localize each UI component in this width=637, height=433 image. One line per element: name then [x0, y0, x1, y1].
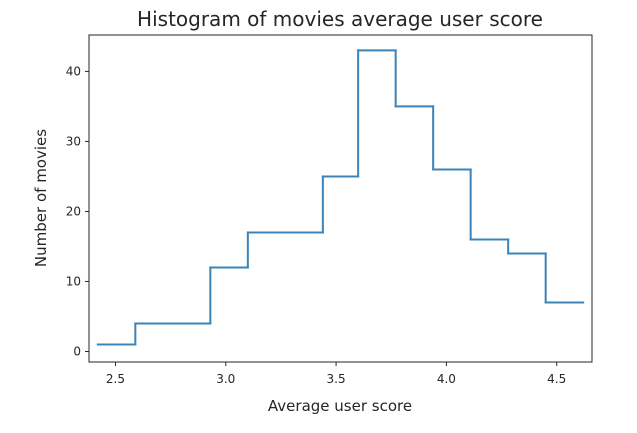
y-tick-label: 20: [66, 204, 81, 218]
y-tick-label: 10: [66, 274, 81, 288]
y-tick-label: 0: [73, 344, 81, 358]
y-axis-title: Number of movies: [32, 129, 50, 267]
plot-area-frame: [88, 34, 593, 363]
y-axis: 0 10 20 30 40: [66, 64, 89, 358]
chart-title: Histogram of movies average user score: [137, 7, 543, 31]
y-tick-label: 30: [66, 134, 81, 148]
x-tick-label: 2.5: [106, 372, 125, 386]
x-tick-label: 4.0: [437, 372, 456, 386]
x-axis-title: Average user score: [268, 397, 412, 415]
x-tick-label: 3.5: [327, 372, 346, 386]
y-tick-label: 40: [66, 64, 81, 78]
x-axis: 2.5 3.0 3.5 4.0 4.5: [106, 362, 566, 386]
x-tick-label: 3.0: [216, 372, 235, 386]
x-tick-label: 4.5: [547, 372, 566, 386]
histogram-series: [96, 49, 585, 346]
